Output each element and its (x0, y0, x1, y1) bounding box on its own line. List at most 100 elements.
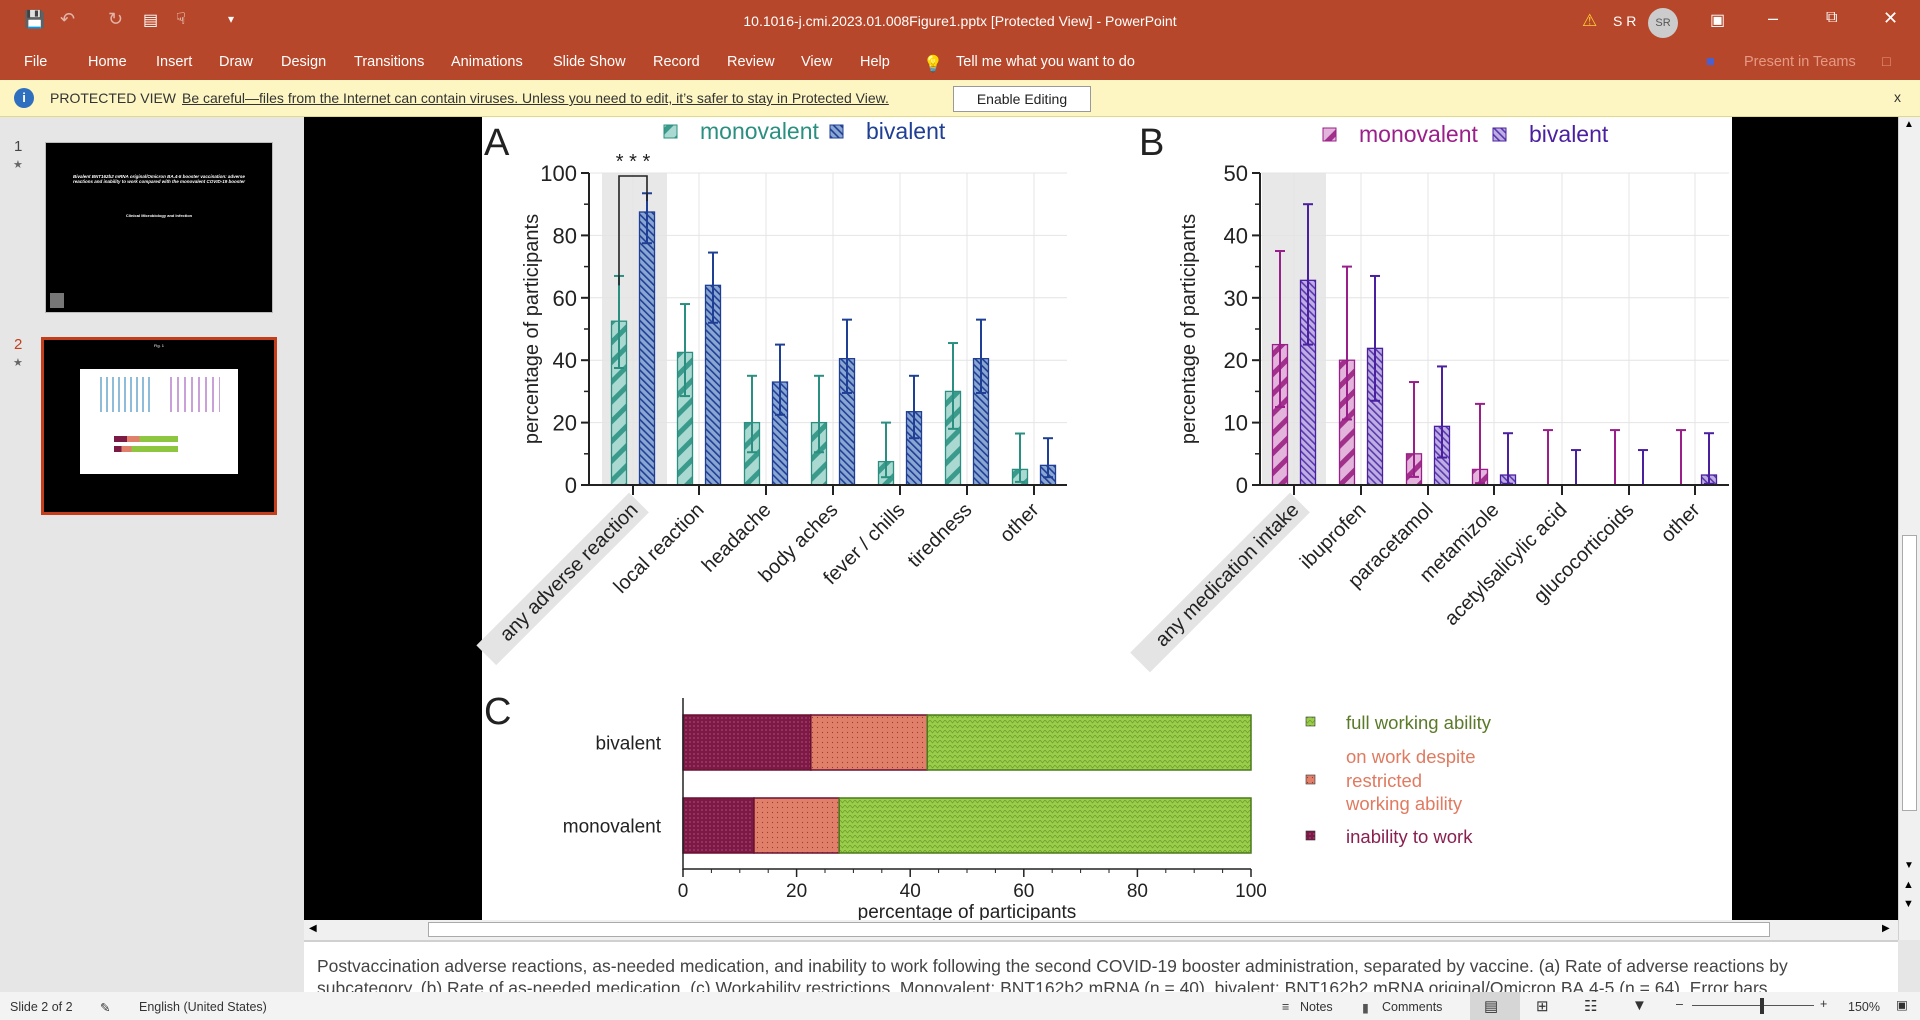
tab-insert[interactable]: Insert (156, 54, 193, 70)
comments-button[interactable]: Comments (1382, 1000, 1443, 1014)
tell-me-search[interactable]: Tell me what you want to do (956, 54, 1135, 70)
slideshow-icon[interactable]: ▼ (1632, 997, 1647, 1014)
scroll-down-icon[interactable]: ▼ (1904, 860, 1914, 871)
y-category-label: monovalent (563, 817, 662, 838)
undo-icon[interactable]: ↶ (60, 9, 76, 29)
next-slide-icon[interactable]: ▼ (1903, 898, 1914, 910)
present-in-teams-button[interactable]: Present in Teams (1744, 54, 1856, 70)
protected-view-bar: i PROTECTED VIEW Be careful—files from t… (0, 80, 1920, 117)
customize-toolbar-icon[interactable]: ▾ (228, 12, 235, 26)
minimize-icon[interactable]: – (1768, 8, 1779, 28)
save-icon[interactable]: 💾 (24, 10, 46, 29)
x-tick-label: 80 (1127, 881, 1148, 902)
close-icon[interactable]: ✕ (1883, 8, 1899, 28)
zoom-slider-thumb[interactable] (1760, 998, 1764, 1014)
scroll-up-icon[interactable]: ▲ (1904, 119, 1914, 130)
normal-view-icon: ▤ (1484, 998, 1499, 1015)
zoom-slider[interactable] (1692, 1005, 1814, 1006)
close-bar-button[interactable]: x (1894, 89, 1901, 105)
notes-button[interactable]: Notes (1300, 1000, 1333, 1014)
scroll-left-icon[interactable]: ◀ (309, 923, 317, 934)
zoom-level[interactable]: 150% (1848, 1000, 1880, 1014)
lightbulb-icon: 💡 (923, 56, 943, 73)
thumbnail-journal: Clinical Microbiology and Infection (125, 213, 193, 218)
scroll-thumb[interactable] (428, 922, 1770, 937)
comment-icon[interactable]: □ (1882, 54, 1891, 70)
slide-thumbnail-2[interactable]: Fig. 1 (41, 337, 277, 515)
tab-record[interactable]: Record (653, 54, 700, 70)
ribbon-tabs: File Home Insert Draw Design Transitions… (0, 46, 1920, 80)
redo-icon[interactable]: ↻ (108, 9, 124, 29)
touch-mode-icon[interactable]: ☟ (176, 11, 186, 28)
y-tick-label: 80 (553, 223, 577, 248)
restore-icon[interactable]: ⧉ (1826, 9, 1838, 26)
zoom-out-button[interactable]: – (1676, 997, 1683, 1011)
status-bar: Slide 2 of 2 ✎ English (United States) ≡… (0, 992, 1920, 1020)
bar-segment (926, 714, 1252, 771)
notes-pane[interactable]: Postvaccination adverse reactions, as-ne… (304, 940, 1898, 992)
tab-home[interactable]: Home (88, 54, 127, 70)
scroll-thumb[interactable] (1902, 535, 1917, 811)
legend-swatch (1322, 127, 1337, 142)
slide-thumbnail-1[interactable]: Bivalent BNT162b2 mRNA original/Omicron … (45, 142, 273, 313)
bar-segment (810, 714, 928, 771)
legend-swatch (663, 124, 678, 139)
slide-canvas: A 0 20 40 60 80 100 percentage of participants a… (304, 117, 1898, 920)
reading-view-icon[interactable]: ☷ (1584, 998, 1598, 1015)
bar-segment (682, 714, 812, 771)
protected-view-label: PROTECTED VIEW (50, 90, 177, 106)
horizontal-scrollbar[interactable]: ◀ ▶ (304, 920, 1898, 940)
vertical-scrollbar[interactable]: ▲ ▼ ▲ ▼ (1898, 117, 1920, 940)
y-tick-label: 100 (540, 161, 577, 186)
x-tick-label: 0 (678, 881, 689, 902)
normal-view-button[interactable] (1470, 992, 1520, 1020)
x-tick-label: 40 (900, 881, 921, 902)
fit-to-window-icon[interactable]: ▣ (1896, 998, 1908, 1012)
legend-swatch (1305, 774, 1316, 785)
notes-text[interactable]: Postvaccination adverse reactions, as-ne… (317, 956, 1788, 992)
tab-animations[interactable]: Animations (451, 54, 523, 70)
tab-design[interactable]: Design (281, 54, 327, 70)
tab-draw[interactable]: Draw (219, 54, 253, 70)
bar-segment (753, 797, 840, 854)
slide-counter: Slide 2 of 2 (10, 1000, 73, 1014)
zoom-in-button[interactable]: + (1820, 997, 1828, 1011)
enable-editing-button[interactable]: Enable Editing (953, 86, 1091, 112)
star-icon: ★ (13, 159, 23, 171)
tab-slide-show[interactable]: Slide Show (553, 54, 626, 70)
legend-label: bivalent (866, 118, 946, 144)
x-tick-label: 20 (786, 881, 807, 902)
teams-icon: ■ (1706, 54, 1715, 70)
present-icon[interactable]: ▤ (143, 12, 159, 29)
previous-slide-icon[interactable]: ▲ (1903, 879, 1914, 891)
notes-icon: ≡ (1282, 1000, 1290, 1014)
category-highlight (1130, 492, 1310, 673)
protected-view-message[interactable]: Be careful—files from the Internet can c… (182, 90, 889, 106)
avatar[interactable]: SR (1648, 8, 1678, 38)
legend-label: working ability (1345, 793, 1463, 814)
legend-swatch (1492, 127, 1507, 142)
x-tick-label: 100 (1235, 881, 1267, 902)
scroll-right-icon[interactable]: ▶ (1882, 923, 1890, 934)
slide-number: 2 (14, 336, 23, 353)
y-tick-label: 20 (553, 411, 577, 436)
y-tick-label: 60 (553, 286, 577, 311)
language-indicator[interactable]: English (United States) (139, 1000, 267, 1014)
legend-label: restricted (1346, 770, 1422, 791)
tab-file[interactable]: File (24, 54, 48, 70)
ribbon-display-icon[interactable]: ▣ (1710, 12, 1726, 29)
tab-view[interactable]: View (801, 54, 833, 70)
legend-label: full working ability (1346, 712, 1492, 733)
tab-help[interactable]: Help (860, 54, 890, 70)
user-initials[interactable]: S R (1613, 13, 1637, 29)
tab-transitions[interactable]: Transitions (354, 54, 425, 70)
slide-sorter-icon[interactable]: ⊞ (1536, 998, 1549, 1015)
y-tick-label: 30 (1224, 286, 1248, 311)
legend-label: monovalent (1359, 121, 1479, 147)
spelling-icon[interactable]: ✎ (100, 1001, 111, 1015)
star-icon: ★ (13, 357, 23, 369)
panel-label: A (484, 122, 510, 164)
tab-review[interactable]: Review (727, 54, 775, 70)
